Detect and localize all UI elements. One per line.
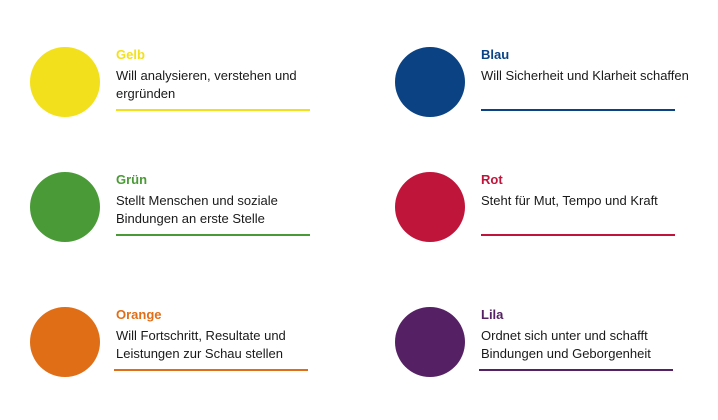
gelb-description: Will analysieren, verstehen und ergründe… [116, 68, 297, 101]
blau-description: Will Sicherheit und Klarheit schaffen [481, 68, 689, 83]
orange-underline [114, 369, 308, 371]
lila-circle [395, 307, 465, 377]
gelb-underline [116, 109, 310, 111]
gruen-underline [116, 234, 310, 236]
orange-circle [30, 307, 100, 377]
orange-description: Will Fortschritt, Resultate und Leistung… [116, 328, 286, 361]
gruen-circle [30, 172, 100, 242]
gruen-description: Stellt Menschen und soziale Bindungen an… [116, 193, 278, 226]
lila-underline [479, 369, 673, 371]
gruen-text: Grün Stellt Menschen und soziale Bindung… [116, 172, 340, 228]
lila-description: Ordnet sich unter und schafft Bindungen … [481, 328, 651, 361]
rot-underline [481, 234, 675, 236]
blau-circle [395, 47, 465, 117]
blau-title: Blau [481, 47, 510, 62]
color-item-gelb: Gelb Will analysieren, verstehen und erg… [30, 47, 340, 127]
color-item-orange: Orange Will Fortschritt, Resultate und L… [30, 307, 340, 387]
rot-description: Steht für Mut, Tempo und Kraft [481, 193, 658, 208]
color-item-lila: Lila Ordnet sich unter und schafft Bindu… [395, 307, 705, 387]
orange-title: Orange [116, 307, 162, 322]
lila-title: Lila [481, 307, 504, 322]
color-item-gruen: Grün Stellt Menschen und soziale Bindung… [30, 172, 340, 252]
orange-text: Orange Will Fortschritt, Resultate und L… [116, 307, 340, 363]
gelb-title: Gelb [116, 47, 145, 62]
rot-title: Rot [481, 172, 503, 187]
lila-text: Lila Ordnet sich unter und schafft Bindu… [481, 307, 705, 363]
color-item-blau: Blau Will Sicherheit und Klarheit schaff… [395, 47, 705, 127]
blau-text: Blau Will Sicherheit und Klarheit schaff… [481, 47, 705, 85]
gelb-circle [30, 47, 100, 117]
gruen-title: Grün [116, 172, 148, 187]
rot-text: Rot Steht für Mut, Tempo und Kraft [481, 172, 705, 210]
color-item-rot: Rot Steht für Mut, Tempo und Kraft [395, 172, 705, 252]
rot-circle [395, 172, 465, 242]
gelb-text: Gelb Will analysieren, verstehen und erg… [116, 47, 340, 103]
blau-underline [481, 109, 675, 111]
